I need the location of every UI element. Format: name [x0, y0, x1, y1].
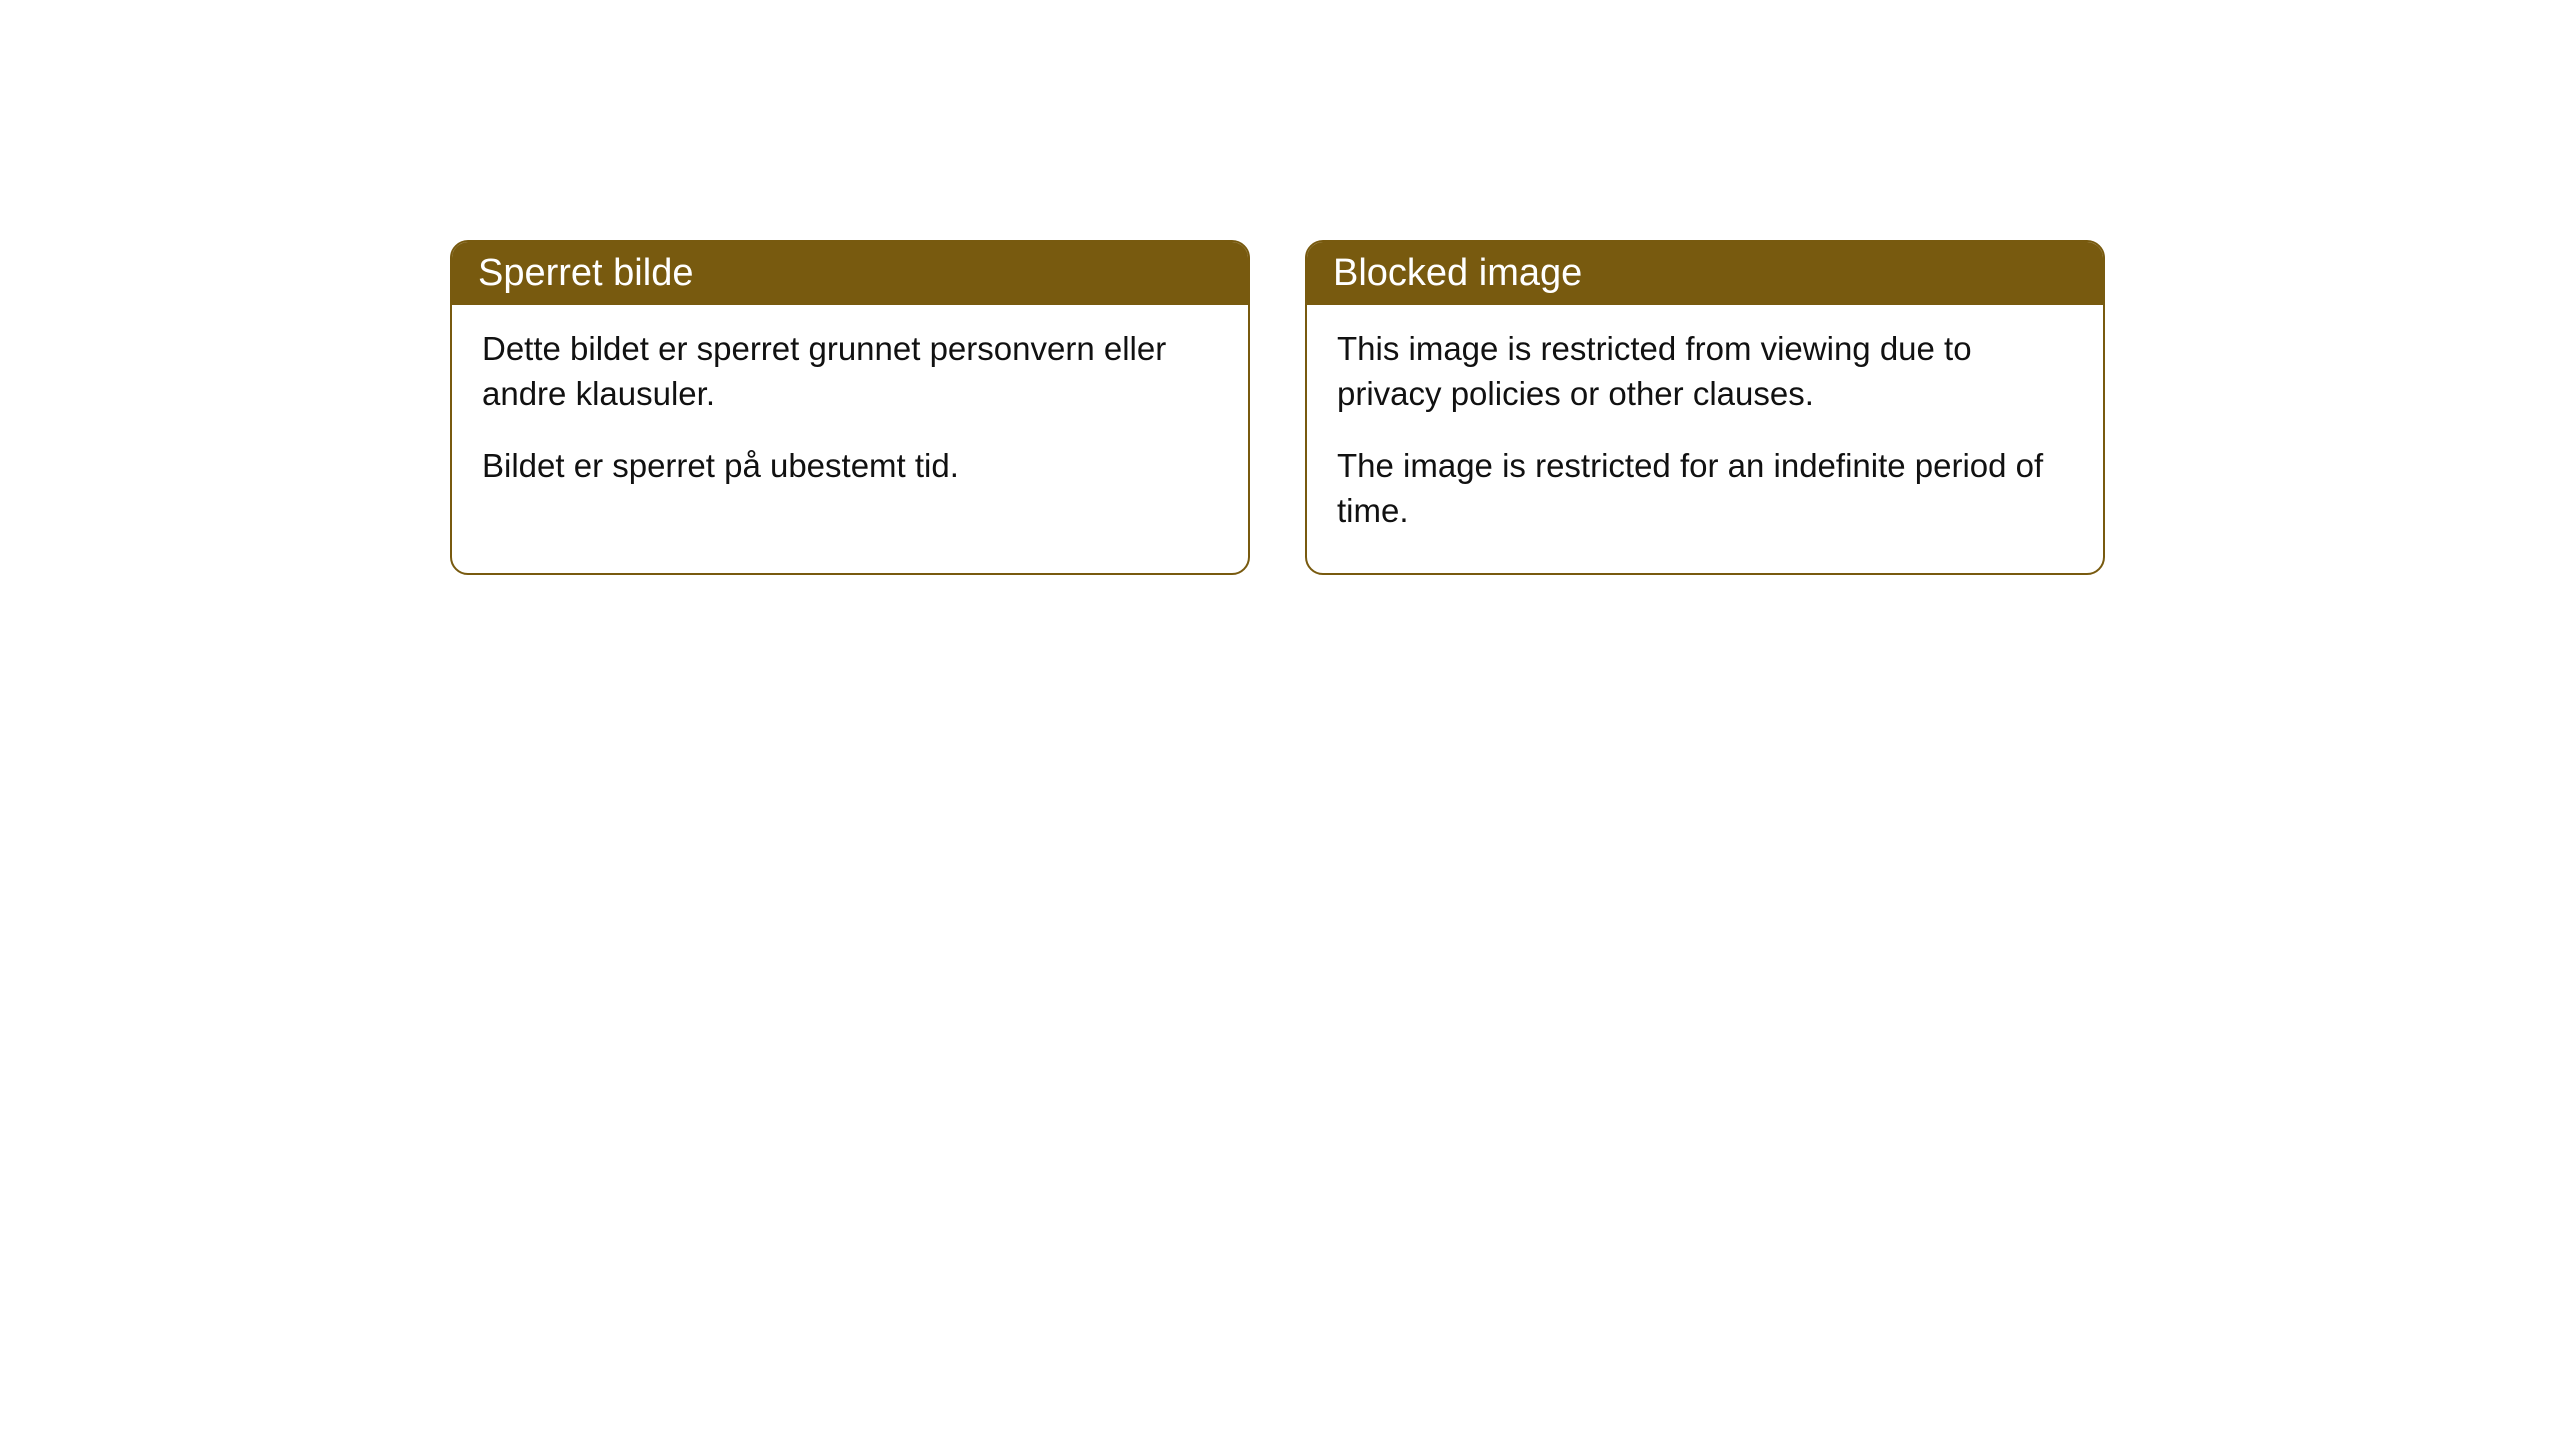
card-header: Sperret bilde	[452, 242, 1248, 305]
notice-paragraph: This image is restricted from viewing du…	[1337, 327, 2073, 416]
card-body: Dette bildet er sperret grunnet personve…	[452, 305, 1248, 529]
card-body: This image is restricted from viewing du…	[1307, 305, 2103, 573]
notice-paragraph: Dette bildet er sperret grunnet personve…	[482, 327, 1218, 416]
notice-paragraph: The image is restricted for an indefinit…	[1337, 444, 2073, 533]
card-header: Blocked image	[1307, 242, 2103, 305]
notice-paragraph: Bildet er sperret på ubestemt tid.	[482, 444, 1218, 489]
notice-container: Sperret bilde Dette bildet er sperret gr…	[450, 240, 2105, 575]
notice-card-english: Blocked image This image is restricted f…	[1305, 240, 2105, 575]
notice-card-norwegian: Sperret bilde Dette bildet er sperret gr…	[450, 240, 1250, 575]
